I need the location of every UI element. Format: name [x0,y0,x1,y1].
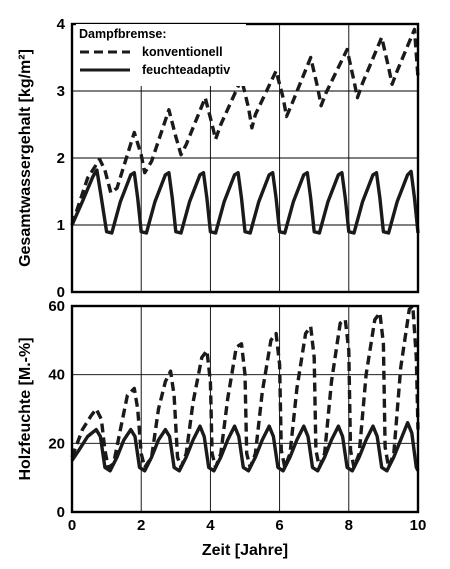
wood-moisture-panel: 0 20 40 60 0 2 4 6 8 10 [48,298,426,534]
series-line-feuchteadaptiv [70,421,420,473]
y-tick-label: 3 [57,83,65,100]
y-tick-label: 2 [57,150,65,167]
y-tick-label: 0 [57,504,65,521]
y-tick-label: 20 [48,435,65,452]
x-tick-label: 0 [68,517,76,534]
legend-label-konventionell: konventionell [142,45,223,59]
legend-title: Dampfbremse: [79,27,167,41]
series-line-konventionell [70,27,420,226]
y-tick-label: 60 [48,298,65,315]
y-axis-label-water-content: Gesamtwassergehalt [kg/m²] [17,49,34,267]
y-tick-label: 4 [57,16,66,33]
x-tick-label: 2 [137,517,145,534]
x-axis-label-time: Zeit [Jahre] [202,542,288,559]
series-line-feuchteadaptiv [70,168,420,235]
x-tick-label: 10 [410,517,427,534]
y-tick-label: 0 [57,284,65,301]
x-tick-label: 6 [275,517,283,534]
wood-moisture-plot-frame [70,304,420,514]
legend-background [76,24,246,86]
x-tick-label: 8 [345,517,353,534]
y-tick-label: 1 [57,217,65,234]
y-axis-label-wood-moisture: Holzfeuchte [M.-%] [17,337,34,480]
legend-label-feuchteadaptiv: feuchteadaptiv [142,63,230,77]
x-tick-label: 4 [206,517,215,534]
legend: Dampfbremse: konventionell feuchteadapti… [76,24,246,86]
y-tick-label: 40 [48,367,65,384]
